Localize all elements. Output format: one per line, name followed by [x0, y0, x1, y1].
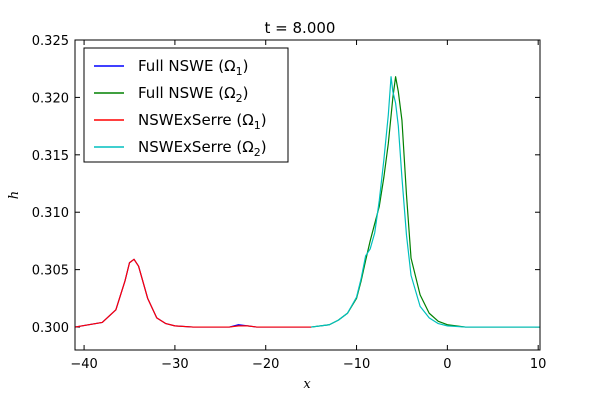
x-tick-label: −10	[343, 357, 370, 372]
legend-label: Full NSWE (Ω2)	[138, 84, 248, 105]
x-tick-label: −40	[70, 357, 97, 372]
legend-label: NSWExSerre (Ω2)	[138, 138, 267, 159]
y-tick-label: 0.310	[32, 206, 69, 221]
x-axis-label: x	[303, 377, 311, 392]
x-tick-label: −30	[161, 357, 188, 372]
legend: Full NSWE (Ω1) Full NSWE (Ω2) NSWExSerre (…	[83, 47, 289, 163]
chart-title: t = 8.000	[265, 19, 336, 37]
y-tick-label: 0.315	[32, 149, 69, 164]
y-tick-label: 0.300	[32, 321, 69, 336]
legend-label: Full NSWE (Ω1)	[138, 57, 248, 78]
x-tick-label: 0	[443, 357, 451, 372]
plot-series	[74, 76, 540, 328]
y-axis-label: h	[7, 191, 22, 199]
y-axis-ticks: 0.300 0.305 0.310 0.315 0.320 0.325	[32, 34, 540, 336]
x-tick-label: 10	[530, 357, 547, 372]
legend-box	[83, 47, 289, 163]
y-tick-label: 0.320	[32, 91, 69, 106]
plot-frame	[74, 39, 541, 351]
series-line-1	[74, 258, 312, 328]
y-tick-label: 0.325	[32, 34, 69, 49]
legend-label: NSWExSerre (Ω1)	[138, 111, 267, 132]
series-line-3	[74, 258, 312, 328]
x-tick-label: −20	[252, 357, 279, 372]
series-line-2	[311, 76, 540, 328]
series-line-4	[311, 76, 540, 328]
y-tick-label: 0.305	[32, 264, 69, 279]
x-axis-ticks: −40 −30 −20 −10 0 10	[70, 40, 546, 372]
